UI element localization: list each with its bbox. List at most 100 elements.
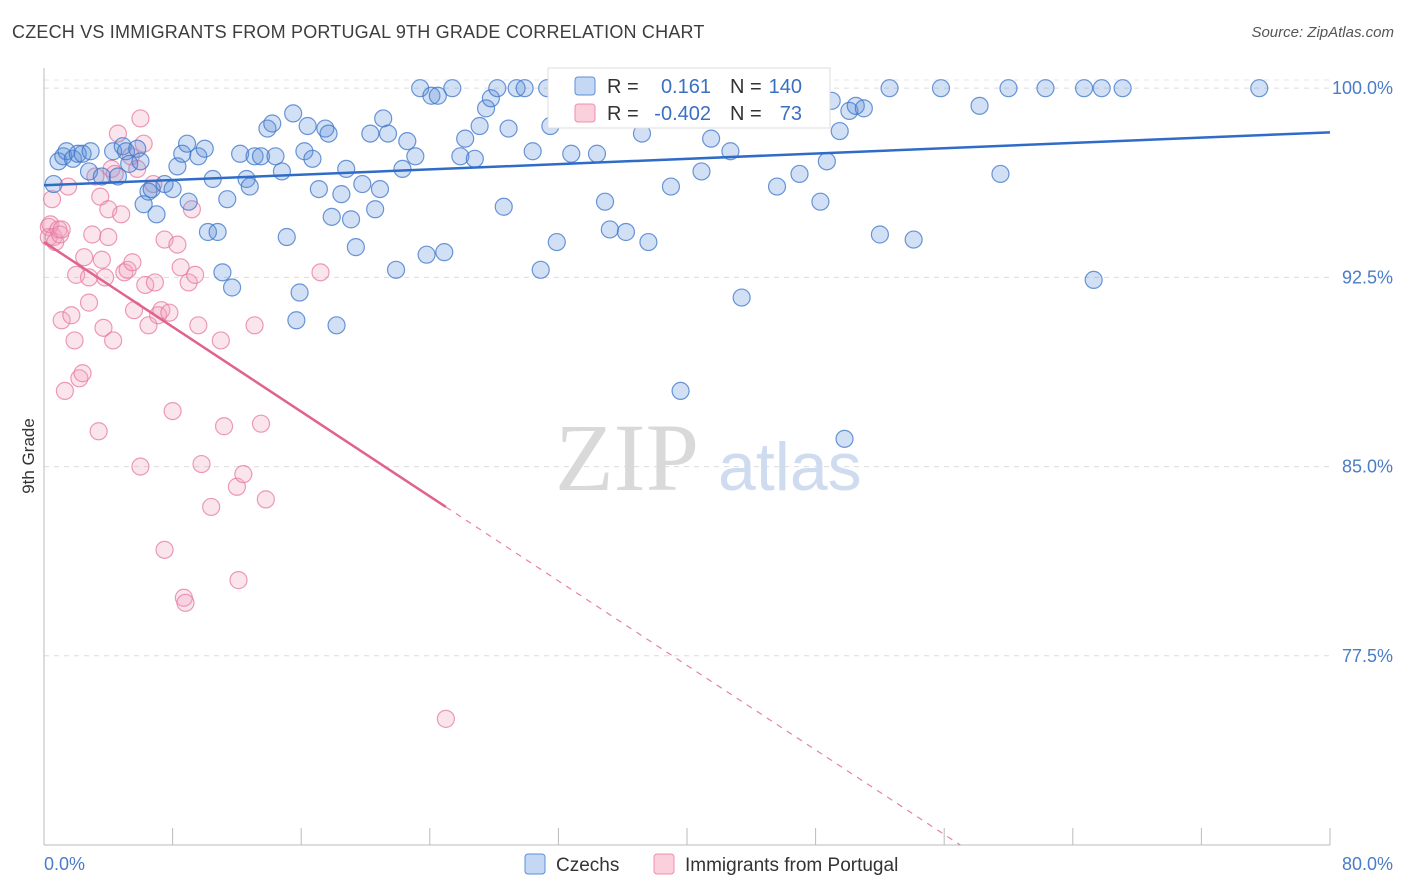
portugal-point <box>256 490 275 509</box>
x-tick-label-max: 80.0% <box>1342 854 1393 874</box>
portugal-point <box>65 331 84 350</box>
czech-point <box>692 162 711 181</box>
czech-point <box>298 116 317 136</box>
legend-portugal-swatch <box>574 103 596 123</box>
czech-point <box>523 142 542 161</box>
legend-portugal-r-label: R = <box>607 103 639 125</box>
czech-point <box>341 210 361 229</box>
chart-title: CZECH VS IMMIGRANTS FROM PORTUGAL 9TH GR… <box>12 22 705 42</box>
czech-point <box>370 179 390 199</box>
portugal-point <box>123 253 142 272</box>
czech-point <box>515 79 534 98</box>
czech-point <box>290 283 309 302</box>
portugal-trend-line <box>43 241 447 508</box>
czech-point <box>732 288 751 307</box>
czech-point <box>213 263 232 282</box>
y-tick-label: 77.5% <box>1342 646 1393 666</box>
y-tick-label: 92.5% <box>1342 267 1393 287</box>
watermark-atlas: atlas <box>718 429 862 505</box>
czech-point <box>547 232 566 252</box>
czech-point <box>198 222 218 242</box>
czech-point <box>284 104 303 123</box>
czech-point <box>393 159 412 179</box>
czech-point <box>189 147 208 166</box>
portugal-point <box>112 205 131 224</box>
legend-portugal-series-label: Immigrants from Portugal <box>685 855 898 876</box>
czech-point <box>81 142 100 161</box>
portugal-point <box>189 316 208 335</box>
czech-point <box>303 149 322 168</box>
portugal-point <box>234 465 253 484</box>
czech-point <box>904 230 923 249</box>
czech-point <box>139 182 158 201</box>
portugal-point <box>214 417 234 436</box>
source-label: Source: ZipAtlas.com <box>1251 24 1394 41</box>
czech-point <box>316 119 335 138</box>
czech-point <box>346 238 365 257</box>
czech-point <box>208 222 227 242</box>
portugal-point <box>163 401 182 421</box>
czech-point <box>92 167 111 186</box>
czech-point <box>671 381 690 401</box>
czech-point <box>417 245 436 264</box>
czech-point <box>835 429 854 448</box>
czech-point <box>991 164 1010 184</box>
portugal-point <box>436 709 455 728</box>
portugal-point <box>79 293 99 312</box>
czech-point <box>422 86 441 105</box>
portugal-point <box>131 457 150 476</box>
czech-point <box>251 147 271 166</box>
czech-point <box>465 149 484 168</box>
czech-point <box>266 147 285 166</box>
portugal-point <box>176 593 195 612</box>
czech-point <box>406 147 425 166</box>
czech-point <box>378 124 398 143</box>
czech-point <box>287 311 306 330</box>
portugal-point <box>131 109 150 128</box>
czech-point <box>245 147 264 166</box>
czech-point <box>854 99 873 118</box>
series-legend: Czechs Immigrants from Portugal <box>524 853 898 876</box>
czech-point <box>272 162 292 181</box>
czech-point <box>443 79 462 98</box>
portugal-point <box>104 331 123 350</box>
czech-point <box>177 134 197 153</box>
czech-point <box>1113 79 1132 98</box>
portugal-point <box>73 364 92 383</box>
czech-point <box>361 124 380 143</box>
czech-point <box>811 192 830 211</box>
czech-point <box>163 179 182 199</box>
czech-point <box>870 225 890 244</box>
czech-point <box>476 99 496 118</box>
czech-point <box>767 177 787 196</box>
czech-point <box>104 142 123 161</box>
czech-point <box>1084 270 1103 290</box>
czech-point <box>970 96 989 115</box>
legend-czech-n-label: N = <box>730 76 762 98</box>
czech-point <box>222 278 242 297</box>
czech-point <box>322 207 341 226</box>
czech-point <box>337 159 356 179</box>
czech-point <box>428 86 447 105</box>
portugal-point <box>229 571 248 590</box>
czech-point <box>332 185 351 204</box>
x-tick-label-min: 0.0% <box>44 854 85 874</box>
czech-point <box>353 174 372 194</box>
czech-point <box>499 119 518 138</box>
czech-point <box>120 154 139 173</box>
portugal-point <box>42 190 62 209</box>
portugal-point <box>251 414 271 433</box>
czech-point <box>616 222 636 242</box>
czech-point <box>179 192 198 211</box>
czech-point <box>374 109 393 128</box>
czech-point <box>113 137 132 156</box>
portugal-point <box>92 250 111 269</box>
czech-point <box>1092 79 1111 98</box>
portugal-point <box>192 454 211 474</box>
czech-point <box>639 232 658 252</box>
portugal-point <box>75 248 94 267</box>
portugal-point <box>70 369 89 388</box>
czech-point <box>999 79 1018 98</box>
czech-point <box>435 243 454 262</box>
portugal-point <box>155 540 174 559</box>
